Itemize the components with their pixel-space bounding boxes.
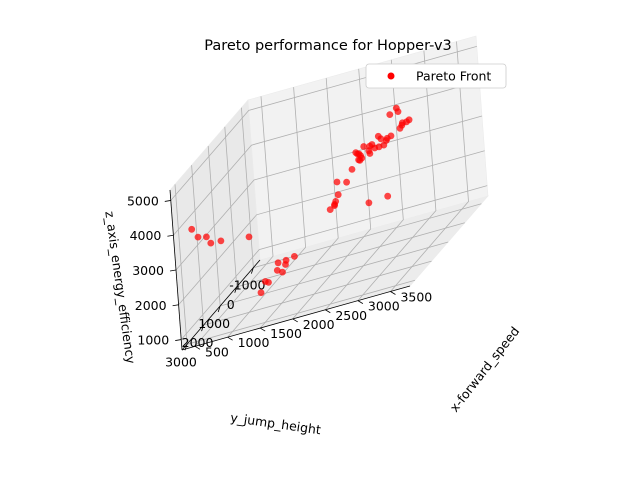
x-tick-mark [194,345,201,350]
x-tick-mark [325,309,331,314]
x-tick-mark [259,327,266,332]
data-point [188,225,196,233]
data-point [273,267,281,274]
x-tick-label: 2000 [303,317,335,332]
data-point [399,119,406,127]
data-point [394,108,402,115]
y-tick-label: -1000 [229,278,265,293]
chart-gridlines [170,41,488,347]
x-gridline [227,87,307,338]
data-point [348,166,356,173]
data-point [326,206,334,214]
data-point [274,259,282,267]
z-gridline [180,185,488,340]
x-tick-label: 3000 [368,299,400,314]
z-tick-mark [175,339,182,341]
data-point [291,253,298,260]
data-point [279,268,286,276]
chart-ticks: 500100015002000250030003500-100001000200… [127,193,432,369]
legend-marker [387,72,395,80]
data-point [203,233,210,241]
data-point [384,192,392,200]
x-tick-label: 500 [205,344,229,359]
data-point [375,143,383,151]
y-axis-label: y_jump_height [229,410,322,438]
data-point [352,149,360,157]
x-gridline [390,41,469,292]
y-tick-label: 1000 [198,316,230,331]
data-point [366,150,374,157]
x-tick-label: 2500 [335,308,367,323]
x-axis-line [181,285,411,351]
legend-box [365,63,507,89]
data-point [333,178,341,186]
data-point [377,135,385,143]
chart-points [188,104,413,297]
y-tick-mark [184,344,188,351]
chart-title: Pareto performance for Hopper-v3 [204,38,452,54]
z-tick-label: 5000 [127,193,159,208]
z-tick-mark [172,304,179,307]
x-tick-label: 3500 [400,289,432,304]
x-tick-mark [357,300,364,304]
z-gridline [178,150,485,306]
y-tick-mark [250,267,254,274]
data-point [334,191,342,199]
data-point [386,111,394,118]
x-axis-label: x-forward_speed [447,324,523,415]
y-axis-line [181,259,261,351]
data-point [217,237,225,245]
legend-label: Pareto Front [416,69,491,84]
z-gridline [175,115,483,271]
z-tick-label: 2000 [135,298,167,313]
x-tick-mark [227,336,233,341]
x-tick-label: 1500 [270,326,302,341]
data-point [405,116,413,124]
z-tick-label: 1000 [137,333,169,348]
z-tick-mark [164,200,171,202]
x-gridline [292,68,372,320]
data-point [261,278,269,285]
x-gridline [357,50,437,301]
legend: Pareto Front [365,63,507,89]
data-point [245,233,253,241]
y-tick-label: 2000 [182,335,214,350]
y-tick-label: 3000 [165,354,197,369]
data-point [282,256,290,264]
y-tick-mark [217,305,221,313]
data-point [194,233,202,241]
data-point [365,199,373,207]
x-gridline [194,96,274,347]
x-tick-mark [390,291,396,295]
z-gridline [173,80,480,236]
y-tick-label: 0 [227,297,235,312]
data-point [207,239,215,247]
data-point [257,289,265,297]
z-tick-label: 4000 [130,228,162,243]
x-gridline [259,78,339,329]
y-tick-mark [201,324,204,332]
z-tick-mark [169,269,177,272]
z-tick-label: 3000 [132,263,164,278]
data-point [383,134,391,142]
z-tick-mark [167,234,174,237]
data-point [331,201,338,208]
data-point [343,178,350,186]
x-tick-mark [292,318,298,323]
y-tick-mark [234,286,238,293]
data-point [360,143,368,150]
x-tick-label: 1000 [238,335,270,350]
